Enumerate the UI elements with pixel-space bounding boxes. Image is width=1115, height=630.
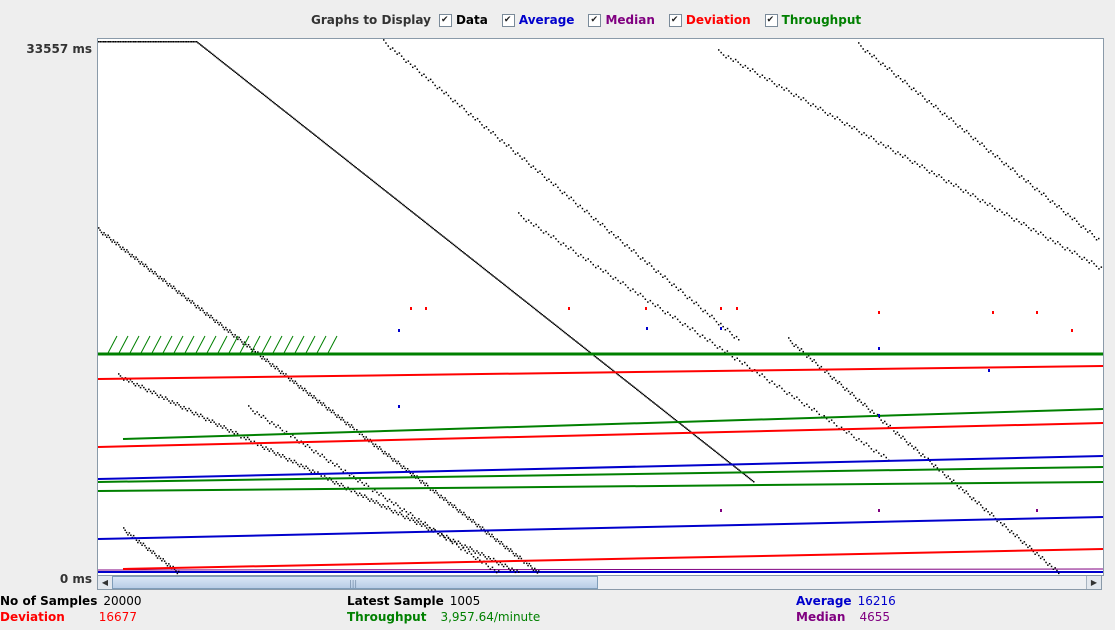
scatter-marks [398,307,1073,512]
graphs-legend: Graphs to Display Data Average Median De… [311,11,875,29]
stat-deviation-label: Deviation [0,610,65,624]
checkbox-icon[interactable] [668,13,682,27]
throughput-ticks [107,335,338,354]
stat-throughput-value: 3,957.64/minute [440,610,541,624]
deviation-line-a [98,365,1103,380]
average-line-a [98,455,1103,480]
median-baseline [98,568,1103,571]
data-series-diagonal-third [118,373,520,574]
deviation-line-c [122,548,1103,570]
grip-icon: ||| [349,579,358,588]
checkbox-icon[interactable] [764,13,778,27]
throughput-line-d [98,481,1103,492]
legend-throughput-toggle[interactable]: Throughput [764,13,862,27]
data-series-sparse-f [248,405,500,574]
stat-average-value: 16216 [857,594,896,608]
stat-median-label: Median [796,610,846,624]
scrollbar-thumb[interactable]: ||| [112,576,598,589]
stat-median: Median 4655 [796,610,890,624]
checkbox-icon[interactable] [501,13,515,27]
stat-samples: No of Samples 20000 [0,594,142,608]
stat-latest-value: 1005 [449,594,481,608]
legend-deviation-toggle[interactable]: Deviation [668,13,751,27]
legend-data-toggle[interactable]: Data [438,13,488,27]
data-series-sparse-c [718,49,1103,270]
scroll-right-icon[interactable]: ▶ [1086,576,1101,589]
stat-samples-value: 20000 [103,594,142,608]
data-series-top-flat [98,41,198,43]
legend-average-label: Average [518,13,575,27]
throughput-line-c [98,466,1103,483]
data-series-sparse-g [123,527,180,575]
graph-canvas [98,39,1103,575]
average-line-b [98,516,1103,540]
stat-deviation: Deviation 16677 [0,610,137,624]
data-series-sparse-d [858,42,1100,241]
legend-throughput-label: Throughput [781,13,862,27]
legend-median-label: Median [605,13,655,27]
stat-throughput: Throughput 3,957.64/minute [347,610,540,624]
scroll-left-icon[interactable]: ◀ [98,576,113,589]
legend-average-toggle[interactable]: Average [501,13,575,27]
stat-average-label: Average [796,594,852,608]
checkbox-icon[interactable] [588,13,602,27]
stat-throughput-label: Throughput [347,610,427,624]
stat-average: Average 16216 [796,594,896,608]
stat-deviation-value: 16677 [98,610,137,624]
data-series-sparse-b [518,212,890,462]
graph-plot-area [97,38,1104,576]
legend-median-toggle[interactable]: Median [588,13,655,27]
data-series-sparse-e [788,337,1060,575]
stat-latest-label: Latest Sample [347,594,444,608]
stat-median-value: 4655 [859,610,890,624]
deviation-line-b [98,422,1103,448]
legend-title: Graphs to Display [311,13,431,27]
legend-deviation-label: Deviation [685,13,751,27]
data-series-diagonal-secondary [98,227,540,574]
stat-latest: Latest Sample 1005 [347,594,480,608]
throughput-line-b [122,408,1103,440]
data-series-diagonal-main [196,41,755,483]
stat-samples-label: No of Samples [0,594,98,608]
y-axis-max-label: 33557 ms [26,42,92,56]
data-series-sparse-a [383,39,740,341]
checkbox-icon[interactable] [438,13,452,27]
legend-data-label: Data [455,13,488,27]
horizontal-scrollbar[interactable]: ◀ ||| ▶ [97,575,1102,590]
y-axis-min-label: 0 ms [59,572,92,586]
